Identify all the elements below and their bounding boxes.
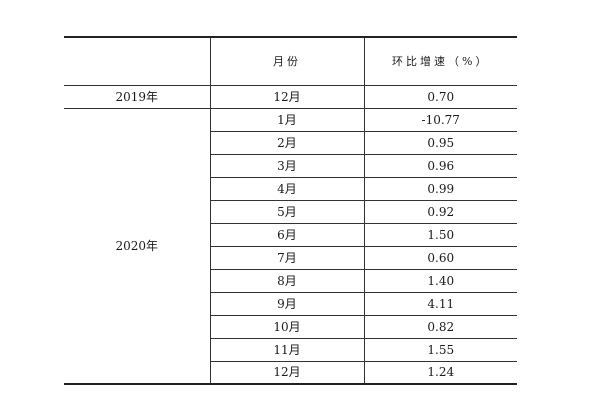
rate-cell: 0.60 [364,246,517,270]
month-cell: 12月 [209,85,365,109]
table-row: 8月 1.40 [64,269,517,293]
header-month: 月份 [209,36,365,86]
month-cell: 2月 [209,131,365,155]
header-year [64,36,210,86]
rate-cell: 1.50 [364,223,517,247]
rate-cell: 0.99 [364,177,517,201]
rate-cell: 1.55 [364,338,517,362]
table-row: 9月 4.11 [64,292,517,316]
table-row: 6月 1.50 [64,223,517,247]
table-row: 10月 0.82 [64,315,517,339]
table-row: 2020年 1月 -10.77 [64,108,517,385]
table-row: 11月 1.55 [64,338,517,362]
month-cell: 3月 [209,154,365,178]
rate-cell: 4.11 [364,292,517,316]
month-cell: 10月 [209,315,365,339]
data-table: 月份 环比增速（%） 2019年 12月 0.70 2020年 1月 -10.77 2月 0.… [64,36,517,385]
month-cell: 7月 [209,246,365,270]
month-cell: 9月 [209,292,365,316]
rate-cell: 1.24 [364,361,517,385]
month-cell: 6月 [209,223,365,247]
year-cell: 2020年 [64,108,210,385]
table-body: 2019年 12月 0.70 2020年 1月 -10.77 2月 0.95 3月 0.96 4月 0… [64,85,517,385]
month-cell: 11月 [209,338,365,362]
table-row: 4月 0.99 [64,177,517,201]
rate-cell: -10.77 [364,108,517,132]
month-cell: 12月 [209,361,365,385]
table-row: 7月 0.60 [64,246,517,270]
rate-cell: 0.95 [364,131,517,155]
header-rate: 环比增速（%） [364,36,517,86]
rate-cell: 0.82 [364,315,517,339]
rate-cell: 0.92 [364,200,517,224]
table-row: 12月 1.24 [64,361,517,385]
table-row: 2019年 12月 0.70 [64,85,517,109]
table-row: 5月 0.92 [64,200,517,224]
month-cell: 8月 [209,269,365,293]
month-cell: 5月 [209,200,365,224]
month-cell: 4月 [209,177,365,201]
rate-cell: 0.70 [364,85,517,109]
header-row: 月份 环比增速（%） [64,36,517,86]
table-row: 2月 0.95 [64,131,517,155]
table-row: 3月 0.96 [64,154,517,178]
table-header: 月份 环比增速（%） [64,36,517,86]
month-cell: 1月 [209,108,365,132]
rate-cell: 0.96 [364,154,517,178]
rate-cell: 1.40 [364,269,517,293]
year-cell: 2019年 [64,85,210,109]
